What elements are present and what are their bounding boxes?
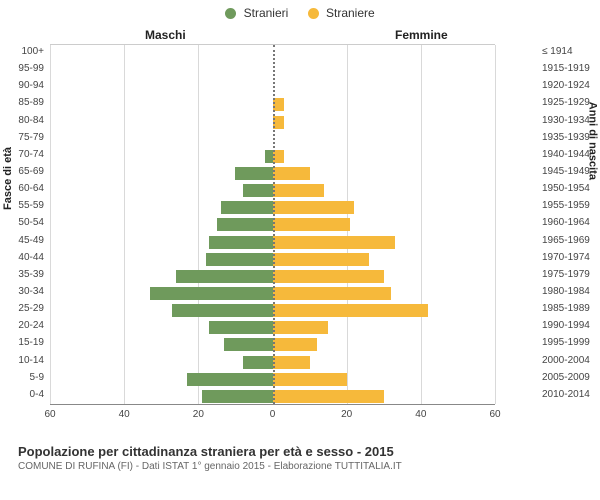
bar-female xyxy=(273,373,347,386)
bar-female xyxy=(273,356,310,369)
age-label: 50-54 xyxy=(0,217,48,228)
legend-item-male: Stranieri xyxy=(225,6,288,20)
age-label: 85-89 xyxy=(0,97,48,108)
chart-title: Popolazione per cittadinanza straniera p… xyxy=(18,444,402,459)
age-label: 60-64 xyxy=(0,183,48,194)
bar-female xyxy=(273,167,310,180)
bar-male xyxy=(221,201,273,214)
bar-male xyxy=(172,304,272,317)
chart-subtitle: COMUNE DI RUFINA (FI) - Dati ISTAT 1° ge… xyxy=(18,461,402,472)
bar-male xyxy=(209,321,272,334)
x-axis: 6040200204060 xyxy=(50,404,495,426)
gridline xyxy=(495,45,496,404)
age-label: 0-4 xyxy=(0,389,48,400)
section-label-male: Maschi xyxy=(145,28,186,42)
age-label: 15-19 xyxy=(0,337,48,348)
chart-footer: Popolazione per cittadinanza straniera p… xyxy=(18,444,402,472)
x-tick: 20 xyxy=(193,409,204,420)
birth-label: 1995-1999 xyxy=(538,337,600,348)
bar-female xyxy=(273,338,318,351)
x-tick: 60 xyxy=(44,409,55,420)
age-label: 30-34 xyxy=(0,286,48,297)
age-label: 55-59 xyxy=(0,200,48,211)
bar-male xyxy=(202,390,272,403)
x-tick: 0 xyxy=(270,409,276,420)
age-label: 90-94 xyxy=(0,80,48,91)
birth-label: 2010-2014 xyxy=(538,389,600,400)
birth-label: 2000-2004 xyxy=(538,355,600,366)
bar-male xyxy=(224,338,272,351)
birth-label: 1970-1974 xyxy=(538,252,600,263)
bar-male xyxy=(206,253,273,266)
bar-male xyxy=(243,356,273,369)
bar-female xyxy=(273,321,329,334)
age-label: 5-9 xyxy=(0,372,48,383)
legend-label-female: Straniere xyxy=(326,6,375,20)
center-line xyxy=(273,45,275,404)
birth-label: 1920-1924 xyxy=(538,80,600,91)
age-label: 45-49 xyxy=(0,235,48,246)
bar-female xyxy=(273,236,395,249)
birth-label: 1965-1969 xyxy=(538,235,600,246)
y-axis-left-ticks: 100+ 95-99 90-94 85-89 80-84 75-79 70-74 65-69 6… xyxy=(0,44,48,404)
legend-label-male: Stranieri xyxy=(244,6,289,20)
bar-male xyxy=(187,373,272,386)
birth-label: 1940-1944 xyxy=(538,149,600,160)
birth-label: ≤ 1914 xyxy=(538,46,600,57)
birth-label: 1955-1959 xyxy=(538,200,600,211)
x-tick: 60 xyxy=(489,409,500,420)
bar-female xyxy=(273,390,384,403)
bar-female xyxy=(273,270,384,283)
birth-label: 1915-1919 xyxy=(538,63,600,74)
y-axis-right-ticks: ≤ 1914 1915-1919 1920-1924 1925-1929 1930-19… xyxy=(538,44,600,404)
birth-label: 1935-1939 xyxy=(538,132,600,143)
birth-label: 1980-1984 xyxy=(538,286,600,297)
bar-male xyxy=(265,150,272,163)
birth-label: 1945-1949 xyxy=(538,166,600,177)
bar-female xyxy=(273,218,351,231)
bar-female xyxy=(273,253,369,266)
birth-label: 1985-1989 xyxy=(538,303,600,314)
legend-item-female: Straniere xyxy=(308,6,375,20)
bar-male xyxy=(235,167,272,180)
birth-label: 1930-1934 xyxy=(538,115,600,126)
age-label: 40-44 xyxy=(0,252,48,263)
age-label: 80-84 xyxy=(0,115,48,126)
bar-female xyxy=(273,287,392,300)
legend: Stranieri Straniere xyxy=(0,6,600,20)
bar-male xyxy=(150,287,272,300)
x-tick: 40 xyxy=(415,409,426,420)
legend-swatch-male xyxy=(225,8,236,19)
age-label: 35-39 xyxy=(0,269,48,280)
age-label: 25-29 xyxy=(0,303,48,314)
birth-label: 1925-1929 xyxy=(538,97,600,108)
bar-female xyxy=(273,201,355,214)
age-label: 75-79 xyxy=(0,132,48,143)
birth-label: 1950-1954 xyxy=(538,183,600,194)
age-label: 70-74 xyxy=(0,149,48,160)
age-label: 20-24 xyxy=(0,320,48,331)
birth-label: 1960-1964 xyxy=(538,217,600,228)
bar-female xyxy=(273,304,429,317)
plot-area xyxy=(50,44,495,404)
bar-male xyxy=(243,184,273,197)
section-label-female: Femmine xyxy=(395,28,448,42)
bar-female xyxy=(273,184,325,197)
age-label: 65-69 xyxy=(0,166,48,177)
bar-male xyxy=(176,270,272,283)
x-tick: 20 xyxy=(341,409,352,420)
bar-male xyxy=(217,218,273,231)
birth-label: 1975-1979 xyxy=(538,269,600,280)
age-label: 100+ xyxy=(0,46,48,57)
x-tick: 40 xyxy=(119,409,130,420)
legend-swatch-female xyxy=(308,8,319,19)
pyramid-chart xyxy=(50,44,495,424)
bar-male xyxy=(209,236,272,249)
age-label: 95-99 xyxy=(0,63,48,74)
age-label: 10-14 xyxy=(0,355,48,366)
birth-label: 2005-2009 xyxy=(538,372,600,383)
birth-label: 1990-1994 xyxy=(538,320,600,331)
